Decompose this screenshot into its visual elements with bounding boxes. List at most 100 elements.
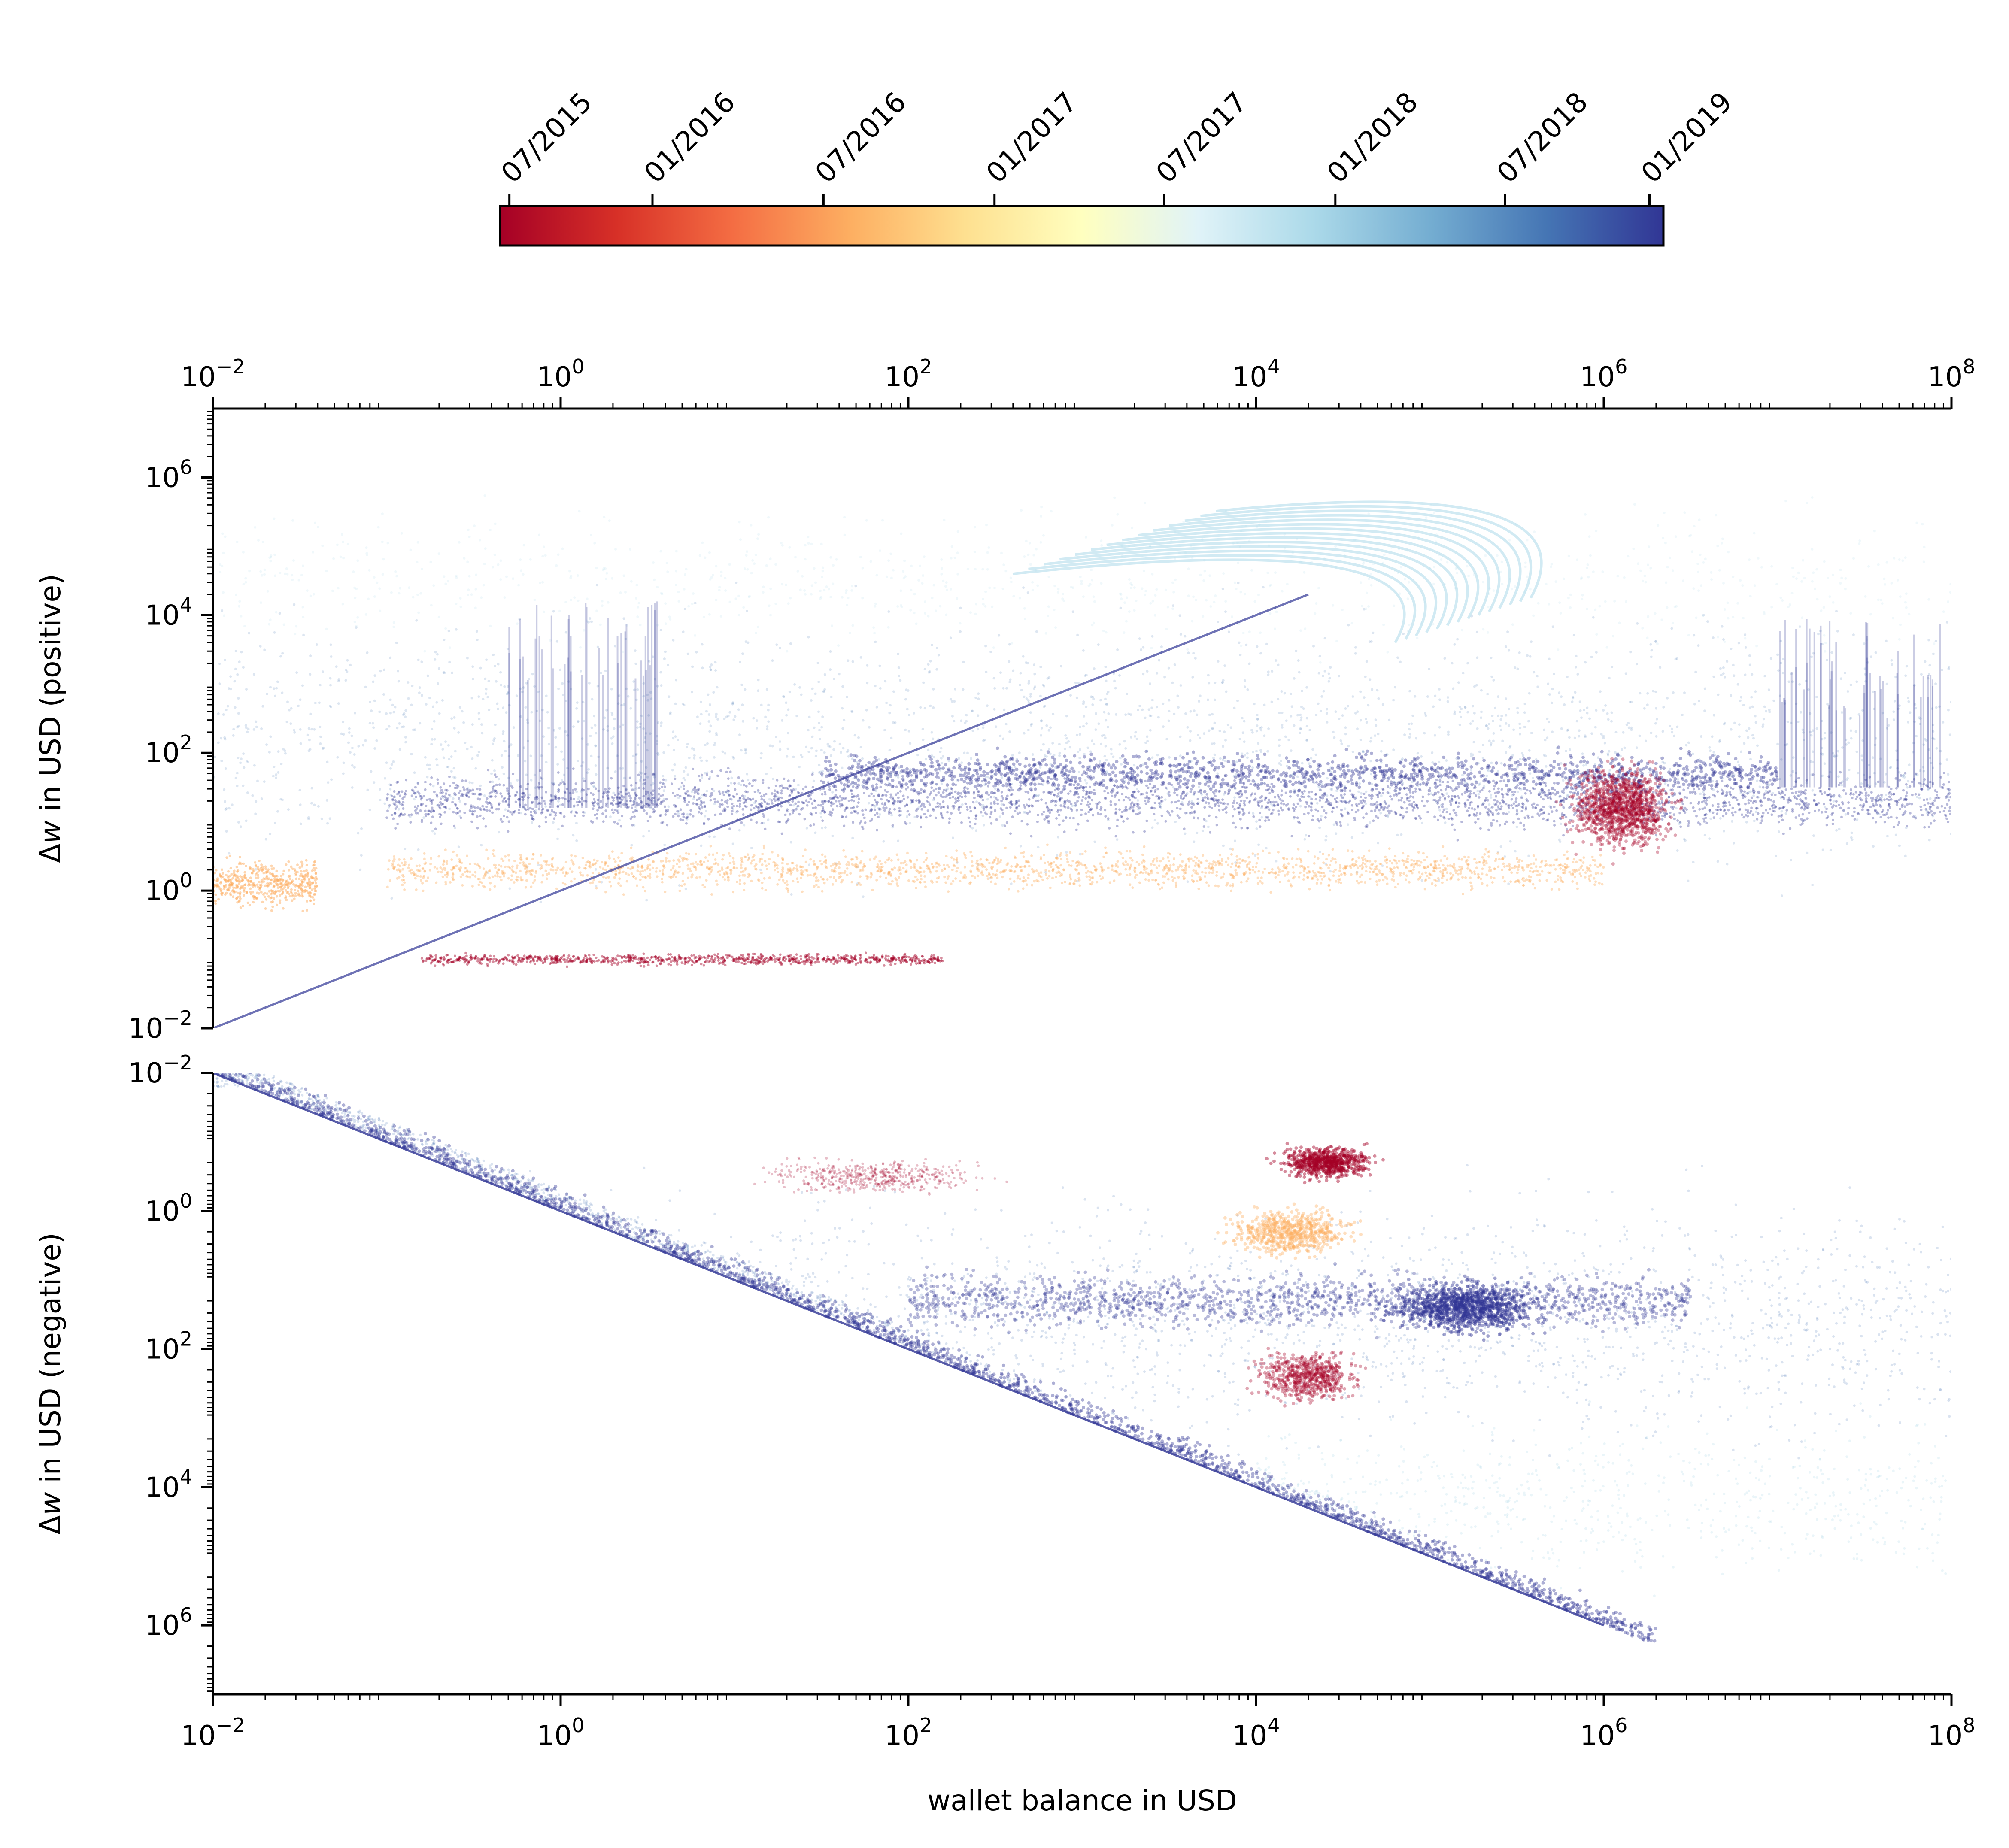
scatter-point — [242, 784, 245, 787]
scatter-point — [1655, 718, 1658, 721]
scatter-point — [662, 751, 665, 754]
scatter-point — [1702, 791, 1705, 794]
scatter-point — [913, 593, 916, 596]
scatter-point — [904, 698, 907, 701]
scatter-point — [984, 605, 987, 608]
scatter-point — [1049, 767, 1052, 770]
scatter-point — [857, 736, 860, 739]
scatter-point — [1262, 776, 1265, 779]
scatter-point — [1493, 802, 1495, 805]
scatter-point — [594, 724, 597, 727]
scatter-point — [1207, 761, 1210, 764]
scatter-point — [1269, 584, 1272, 587]
scatter-point — [1536, 675, 1539, 678]
scatter-point — [739, 660, 741, 663]
scatter-point — [739, 783, 742, 786]
scatter-point — [474, 767, 477, 770]
scatter-point — [558, 727, 561, 730]
scatter-point — [1043, 705, 1046, 708]
scatter-point — [605, 572, 608, 575]
scatter-point — [982, 739, 985, 742]
scatter-point — [1187, 651, 1190, 654]
scatter-point — [767, 720, 770, 723]
scatter-point — [1550, 563, 1553, 566]
scatter-point — [700, 844, 703, 847]
scatter-point — [1442, 810, 1444, 813]
scatter-point — [1275, 610, 1278, 613]
scatter-point — [556, 837, 559, 840]
scatter-point — [1516, 766, 1519, 769]
scatter-point — [478, 718, 481, 721]
scatter-point — [476, 639, 479, 641]
scatter-point — [1301, 762, 1304, 765]
scatter-point — [1559, 612, 1562, 615]
scatter-point — [433, 738, 436, 741]
scatter-point — [426, 776, 429, 779]
scatter-point — [448, 807, 451, 810]
scatter-point — [1386, 651, 1389, 654]
scatter-point — [940, 747, 943, 750]
scatter-point — [1156, 788, 1159, 791]
scatter-point — [1543, 728, 1545, 731]
scatter-point — [1281, 724, 1284, 727]
scatter-point — [492, 566, 495, 569]
scatter-point — [769, 587, 772, 590]
scatter-point — [855, 795, 858, 798]
scatter-point — [431, 738, 434, 741]
scatter-point — [252, 728, 255, 731]
scatter-point — [1690, 550, 1693, 553]
scatter-point — [859, 745, 862, 748]
scatter-point — [1376, 689, 1379, 692]
scatter-point — [493, 665, 496, 668]
scatter-point — [1860, 782, 1863, 785]
scatter-point — [659, 671, 662, 674]
scatter-point — [1646, 692, 1649, 695]
scatter-point — [502, 815, 505, 818]
scatter-point — [744, 640, 747, 643]
scatter-point — [1782, 658, 1785, 660]
scatter-point — [1769, 808, 1772, 811]
scatter-point — [337, 702, 340, 705]
scatter-point — [471, 665, 474, 668]
scatter-point — [828, 588, 831, 591]
scatter-point — [242, 583, 245, 585]
scatter-point — [1022, 655, 1025, 658]
scatter-point — [1697, 788, 1700, 791]
scatter-point — [1105, 703, 1108, 706]
scatter-point — [746, 550, 748, 553]
scatter-point — [1386, 753, 1389, 756]
scatter-point — [1927, 787, 1930, 790]
scatter-point — [830, 696, 833, 698]
scatter-point — [861, 757, 864, 760]
scatter-point — [682, 630, 685, 633]
scatter-point — [436, 763, 439, 766]
scatter-point — [1370, 736, 1373, 739]
scatter-point — [953, 700, 956, 703]
scatter-point — [583, 720, 586, 723]
scatter-point — [1246, 688, 1249, 691]
scatter-point — [1224, 600, 1227, 603]
scatter-point — [1036, 821, 1039, 823]
scatter-point — [823, 751, 826, 754]
scatter-point — [1728, 803, 1731, 806]
scatter-point — [819, 804, 822, 807]
scatter-point — [710, 663, 713, 666]
scatter-point — [1726, 601, 1729, 604]
scatter-point — [1040, 720, 1043, 723]
scatter-point — [768, 744, 771, 747]
scatter-point — [792, 779, 795, 782]
scatter-point — [874, 605, 877, 608]
scatter-point — [1314, 753, 1317, 756]
scatter-point — [1468, 814, 1471, 817]
scatter-point — [903, 559, 906, 562]
scatter-point — [1461, 774, 1464, 776]
scatter-point — [1726, 863, 1729, 866]
scatter-point — [282, 748, 285, 751]
scatter-point — [1138, 637, 1141, 640]
scatter-point — [1894, 833, 1897, 836]
scatter-point — [847, 749, 850, 752]
scatter-point — [1273, 627, 1276, 630]
scatter-point — [1191, 676, 1194, 679]
scatter-point — [1364, 675, 1367, 678]
scatter-point — [689, 813, 692, 816]
